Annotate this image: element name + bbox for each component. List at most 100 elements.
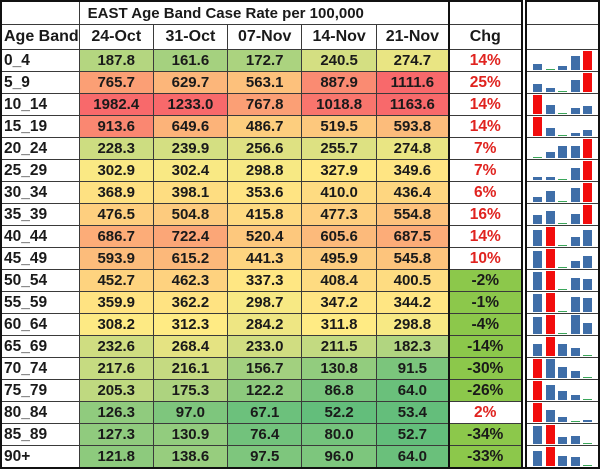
change-cell[interactable]: -4% bbox=[447, 313, 523, 336]
rate-cell[interactable]: 400.5 bbox=[375, 269, 450, 292]
rate-cell[interactable]: 415.8 bbox=[226, 203, 303, 226]
rate-cell[interactable]: 216.1 bbox=[152, 357, 228, 380]
age-band-cell[interactable]: 0_4 bbox=[0, 49, 80, 72]
rate-cell[interactable]: 1982.4 bbox=[78, 93, 154, 116]
change-cell[interactable]: 7% bbox=[447, 159, 523, 182]
change-cell[interactable]: 25% bbox=[447, 71, 523, 94]
rate-cell[interactable]: 268.4 bbox=[152, 335, 228, 358]
rate-cell[interactable]: 1233.0 bbox=[152, 93, 228, 116]
change-cell[interactable]: 14% bbox=[447, 225, 523, 248]
rate-cell[interactable]: 232.6 bbox=[78, 335, 154, 358]
rate-cell[interactable]: 605.6 bbox=[301, 225, 377, 248]
change-cell[interactable]: 14% bbox=[447, 115, 523, 138]
rate-cell[interactable]: 64.0 bbox=[375, 445, 450, 469]
rate-cell[interactable]: 441.3 bbox=[226, 247, 303, 270]
rate-cell[interactable]: 649.6 bbox=[152, 115, 228, 138]
rate-cell[interactable]: 53.4 bbox=[375, 401, 450, 424]
age-band-cell[interactable]: 90+ bbox=[0, 445, 80, 469]
change-cell[interactable]: 6% bbox=[447, 181, 523, 204]
rate-cell[interactable]: 308.2 bbox=[78, 313, 154, 336]
rate-cell[interactable]: 172.7 bbox=[226, 49, 303, 72]
rate-cell[interactable]: 67.1 bbox=[226, 401, 303, 424]
rate-cell[interactable]: 211.5 bbox=[301, 335, 377, 358]
age-band-cell[interactable]: 20_24 bbox=[0, 137, 80, 160]
rate-cell[interactable]: 298.8 bbox=[375, 313, 450, 336]
rate-cell[interactable]: 1018.8 bbox=[301, 93, 377, 116]
age-band-cell[interactable]: 60_64 bbox=[0, 313, 80, 336]
rate-cell[interactable]: 121.8 bbox=[78, 445, 154, 469]
age-band-cell[interactable]: 40_44 bbox=[0, 225, 80, 248]
rate-cell[interactable]: 298.8 bbox=[226, 159, 303, 182]
rate-cell[interactable]: 504.8 bbox=[152, 203, 228, 226]
rate-cell[interactable]: 408.4 bbox=[301, 269, 377, 292]
change-cell[interactable]: -1% bbox=[447, 291, 523, 314]
rate-cell[interactable]: 327.9 bbox=[301, 159, 377, 182]
change-cell[interactable]: -33% bbox=[447, 445, 523, 469]
rate-cell[interactable]: 1111.6 bbox=[375, 71, 450, 94]
rate-cell[interactable]: 347.2 bbox=[301, 291, 377, 314]
rate-cell[interactable]: 156.7 bbox=[226, 357, 303, 380]
rate-cell[interactable]: 554.8 bbox=[375, 203, 450, 226]
change-cell[interactable]: -2% bbox=[447, 269, 523, 292]
rate-cell[interactable]: 175.3 bbox=[152, 379, 228, 402]
rate-cell[interactable]: 97.5 bbox=[226, 445, 303, 469]
rate-cell[interactable]: 593.9 bbox=[78, 247, 154, 270]
rate-cell[interactable]: 52.7 bbox=[375, 423, 450, 446]
rate-cell[interactable]: 353.6 bbox=[226, 181, 303, 204]
rate-cell[interactable]: 161.6 bbox=[152, 49, 228, 72]
rate-cell[interactable]: 337.3 bbox=[226, 269, 303, 292]
rate-cell[interactable]: 410.0 bbox=[301, 181, 377, 204]
rate-cell[interactable]: 126.3 bbox=[78, 401, 154, 424]
rate-cell[interactable]: 359.9 bbox=[78, 291, 154, 314]
rate-cell[interactable]: 462.3 bbox=[152, 269, 228, 292]
rate-cell[interactable]: 302.9 bbox=[78, 159, 154, 182]
rate-cell[interactable]: 436.4 bbox=[375, 181, 450, 204]
rate-cell[interactable]: 477.3 bbox=[301, 203, 377, 226]
age-band-cell[interactable]: 25_29 bbox=[0, 159, 80, 182]
rate-cell[interactable]: 344.2 bbox=[375, 291, 450, 314]
rate-cell[interactable]: 767.8 bbox=[226, 93, 303, 116]
rate-cell[interactable]: 495.9 bbox=[301, 247, 377, 270]
rate-cell[interactable]: 519.5 bbox=[301, 115, 377, 138]
rate-cell[interactable]: 76.4 bbox=[226, 423, 303, 446]
rate-cell[interactable]: 722.4 bbox=[152, 225, 228, 248]
rate-cell[interactable]: 130.9 bbox=[152, 423, 228, 446]
age-band-cell[interactable]: 65_69 bbox=[0, 335, 80, 358]
change-cell[interactable]: 2% bbox=[447, 401, 523, 424]
rate-cell[interactable]: 64.0 bbox=[375, 379, 450, 402]
change-cell[interactable]: -14% bbox=[447, 335, 523, 358]
rate-cell[interactable]: 255.7 bbox=[301, 137, 377, 160]
rate-cell[interactable]: 298.7 bbox=[226, 291, 303, 314]
age-band-cell[interactable]: 55_59 bbox=[0, 291, 80, 314]
rate-cell[interactable]: 476.5 bbox=[78, 203, 154, 226]
rate-cell[interactable]: 486.7 bbox=[226, 115, 303, 138]
rate-cell[interactable]: 593.8 bbox=[375, 115, 450, 138]
rate-cell[interactable]: 233.0 bbox=[226, 335, 303, 358]
age-band-cell[interactable]: 50_54 bbox=[0, 269, 80, 292]
rate-cell[interactable]: 349.6 bbox=[375, 159, 450, 182]
rate-cell[interactable]: 80.0 bbox=[301, 423, 377, 446]
rate-cell[interactable]: 312.3 bbox=[152, 313, 228, 336]
rate-cell[interactable]: 545.8 bbox=[375, 247, 450, 270]
rate-cell[interactable]: 687.5 bbox=[375, 225, 450, 248]
rate-cell[interactable]: 256.6 bbox=[226, 137, 303, 160]
rate-cell[interactable]: 615.2 bbox=[152, 247, 228, 270]
age-band-cell[interactable]: 70_74 bbox=[0, 357, 80, 380]
rate-cell[interactable]: 187.8 bbox=[78, 49, 154, 72]
rate-cell[interactable]: 274.8 bbox=[375, 137, 450, 160]
rate-cell[interactable]: 127.3 bbox=[78, 423, 154, 446]
change-cell[interactable]: -30% bbox=[447, 357, 523, 380]
rate-cell[interactable]: 240.5 bbox=[301, 49, 377, 72]
rate-cell[interactable]: 311.8 bbox=[301, 313, 377, 336]
rate-cell[interactable]: 765.7 bbox=[78, 71, 154, 94]
change-cell[interactable]: 14% bbox=[447, 49, 523, 72]
age-band-cell[interactable]: 75_79 bbox=[0, 379, 80, 402]
rate-cell[interactable]: 182.3 bbox=[375, 335, 450, 358]
age-band-cell[interactable]: 15_19 bbox=[0, 115, 80, 138]
rate-cell[interactable]: 629.7 bbox=[152, 71, 228, 94]
rate-cell[interactable]: 96.0 bbox=[301, 445, 377, 469]
rate-cell[interactable]: 97.0 bbox=[152, 401, 228, 424]
age-band-cell[interactable]: 35_39 bbox=[0, 203, 80, 226]
age-band-cell[interactable]: 30_34 bbox=[0, 181, 80, 204]
age-band-cell[interactable]: 45_49 bbox=[0, 247, 80, 270]
